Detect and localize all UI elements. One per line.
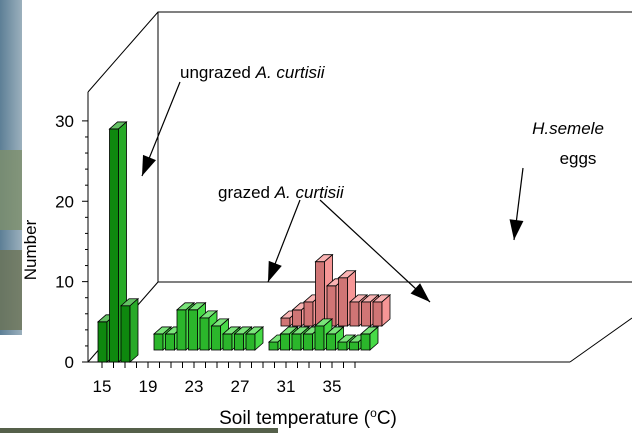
y-tick: 0 [65,353,88,372]
arrow-grazed-1 [267,199,301,283]
x-axis-ticks: 15 19 23 27 31 35 [93,362,356,396]
x-tick-label: 31 [277,377,296,396]
x-tick-label: 15 [93,377,112,396]
arrow-ungrazed [141,81,181,177]
arrow-grazed-2 [319,199,431,303]
bar-eggs [371,294,392,327]
background-photo-fragments [0,0,278,433]
bar-grazed [244,326,265,351]
x-tick-label: 27 [231,377,250,396]
x-tick: 23 [185,377,204,396]
arrow-eggs [509,167,524,241]
annotation-ungrazed: ungrazed A. curtisii [180,63,326,82]
y-tick-label: 10 [55,273,74,292]
bar-grazed [359,326,380,351]
x-tick-label: 23 [185,377,204,396]
x-tick: 15 [93,377,112,396]
annotation-eggs-label: eggs [560,149,597,168]
back-wall [87,11,632,93]
x-axis-title: Soil temperature (oC) [219,406,397,429]
y-tick: 30 [55,112,88,131]
annotation-eggs-species: H.semele [532,119,604,138]
x-tick: 19 [139,377,158,396]
y-tick-label: 30 [55,112,74,131]
bars-layer [96,121,392,363]
y-axis-ticks: 0 10 20 30 [55,112,88,372]
y-tick: 20 [55,192,88,211]
x-tick: 27 [231,377,250,396]
floor-right-edge [569,317,632,363]
y-tick: 10 [55,273,88,292]
y-tick-label: 20 [55,192,74,211]
x-tick: 35 [323,377,342,396]
annotation-grazed: grazed A. curtisii [218,183,345,202]
x-tick-label: 19 [139,377,158,396]
bar-ungrazed [119,297,140,363]
x-tick: 31 [277,377,296,396]
y-tick-label: 0 [65,353,74,372]
y-axis-title: Number [21,219,40,280]
annotation-arrows [141,81,524,303]
x-tick-label: 35 [323,377,342,396]
